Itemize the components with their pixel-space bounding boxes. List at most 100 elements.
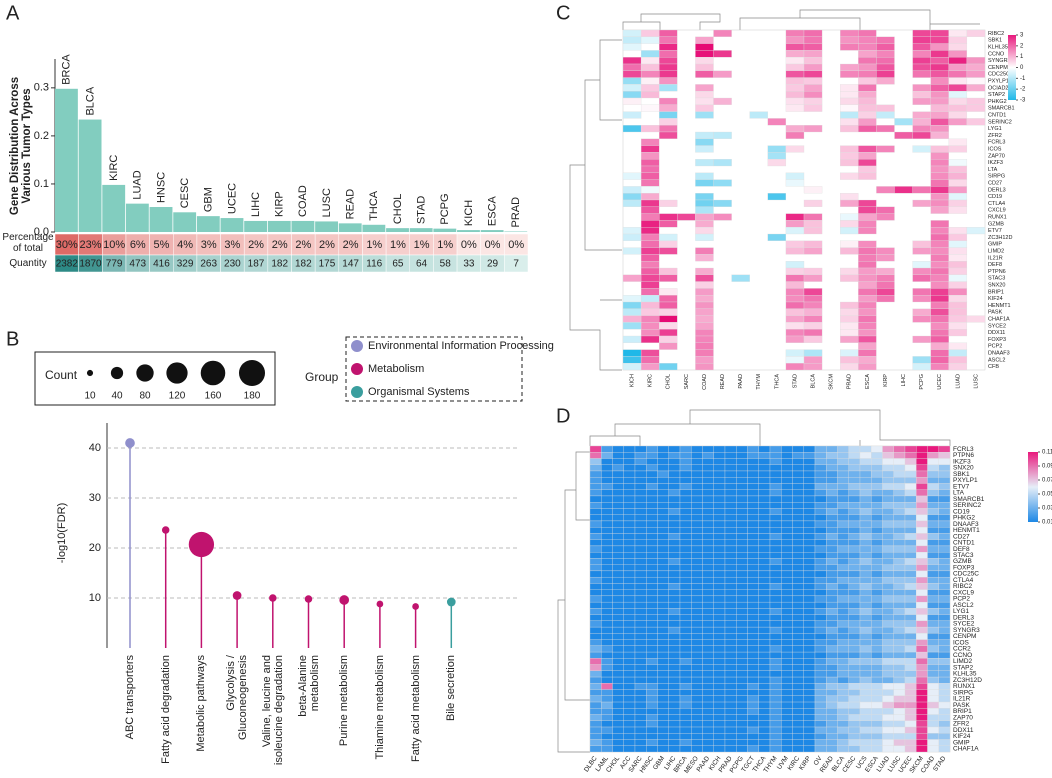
colorbar-label: 0.07 — [1042, 478, 1052, 484]
heatmap-cell — [912, 267, 931, 275]
heatmap-cell — [634, 720, 647, 728]
heatmap-cell — [601, 445, 613, 453]
heatmap-cell — [837, 645, 849, 653]
heatmap-cell — [646, 514, 658, 522]
heatmap-cell — [785, 104, 805, 112]
heatmap-cell — [848, 708, 861, 715]
heatmap-cell — [871, 464, 883, 472]
heatmap-cell — [930, 193, 949, 201]
heatmap-cell — [876, 50, 895, 58]
panel-letter: B — [6, 328, 19, 350]
heatmap-cell — [724, 564, 737, 572]
heatmap-cell — [659, 247, 678, 255]
heatmap-cell — [601, 520, 613, 528]
heatmap-cell — [826, 639, 838, 646]
heatmap-cell — [837, 514, 849, 522]
heatmap-cell — [938, 570, 951, 578]
heatmap-cell — [679, 520, 692, 528]
heatmap-cell — [837, 552, 849, 559]
row-label: RIBC2 — [953, 583, 973, 590]
heatmap-cell — [837, 739, 849, 746]
heatmap-cell — [837, 564, 849, 572]
heatmap-cell — [589, 452, 602, 459]
heatmap-cell — [695, 91, 714, 99]
heatmap-cell — [785, 301, 805, 309]
heatmap-cell — [634, 683, 647, 690]
category-label: THCA — [368, 190, 380, 221]
heatmap-cell — [814, 745, 827, 753]
heatmap-cell — [640, 152, 660, 160]
heatmap-cell — [668, 464, 681, 472]
heatmap-cell — [814, 483, 827, 490]
heatmap-cell — [893, 570, 906, 578]
heatmap-cell — [702, 633, 714, 640]
heatmap-cell — [640, 308, 660, 316]
heatmap-cell — [702, 570, 714, 578]
heatmap-cell — [893, 708, 906, 715]
heatmap-cell — [713, 670, 726, 678]
heatmap-cell — [814, 533, 827, 540]
heatmap-cell — [702, 470, 714, 478]
heatmap-cell — [691, 745, 703, 753]
heatmap-cell — [623, 589, 636, 597]
heatmap-cell — [640, 159, 660, 167]
heatmap-cell — [912, 186, 931, 194]
heatmap-cell — [634, 520, 647, 528]
heatmap-cell — [634, 564, 647, 572]
row-label: ICOS — [988, 146, 1002, 152]
heatmap-cell — [930, 118, 949, 126]
row-label: HENMT1 — [953, 527, 980, 534]
heatmap-cell — [876, 63, 895, 71]
heatmap-cell — [702, 614, 714, 622]
heatmap-cell — [589, 608, 602, 615]
bar — [433, 228, 457, 232]
heatmap-cell — [758, 470, 771, 478]
heatmap-cell — [871, 583, 883, 590]
heatmap-cell — [871, 539, 883, 547]
heatmap-cell — [612, 614, 624, 622]
heatmap-cell — [916, 645, 928, 653]
heatmap-cell — [679, 614, 692, 622]
heatmap-cell — [659, 267, 678, 275]
heatmap-cell — [668, 545, 681, 553]
heatmap-cell — [747, 489, 759, 497]
heatmap-cell — [916, 664, 928, 671]
heatmap-cell — [927, 483, 939, 490]
heatmap-cell — [814, 601, 827, 609]
heatmap-cell — [792, 670, 804, 678]
heatmap-cell — [948, 315, 968, 323]
category-label: beta-Alanine metabolism — [296, 655, 321, 717]
row-label: CDC25C — [953, 571, 979, 578]
heatmap-cell — [736, 527, 748, 534]
heatmap-cell — [623, 745, 636, 753]
heatmap-cell — [916, 720, 928, 728]
heatmap-cell — [803, 595, 816, 603]
heatmap-cell — [871, 520, 883, 528]
heatmap-cell — [948, 363, 968, 371]
quantity-label: 182 — [271, 259, 288, 270]
heatmap-cell — [640, 145, 660, 153]
heatmap-cell — [848, 583, 861, 590]
heatmap-cell — [691, 533, 703, 540]
heatmap-cell — [814, 552, 827, 559]
heatmap-cell — [814, 514, 827, 522]
heatmap-cell — [646, 527, 658, 534]
column-label: PCPG — [919, 374, 925, 390]
heatmap-cell — [612, 464, 624, 472]
heatmap-cell — [859, 452, 872, 459]
category-label: LUAD — [132, 170, 144, 199]
heatmap-cell — [634, 620, 647, 628]
y-tick-label: 30 — [89, 492, 101, 504]
heatmap-cell — [912, 131, 931, 139]
heatmap-cell — [634, 670, 647, 678]
heatmap-cell — [882, 452, 894, 459]
heatmap-cell — [668, 714, 681, 721]
heatmap-cell — [623, 508, 636, 515]
heatmap-cell — [876, 274, 895, 282]
heatmap-cell — [848, 614, 861, 622]
heatmap-cell — [803, 288, 823, 296]
heatmap-cell — [858, 363, 877, 371]
heatmap-cell — [930, 288, 949, 296]
heatmap-cell — [646, 477, 658, 484]
